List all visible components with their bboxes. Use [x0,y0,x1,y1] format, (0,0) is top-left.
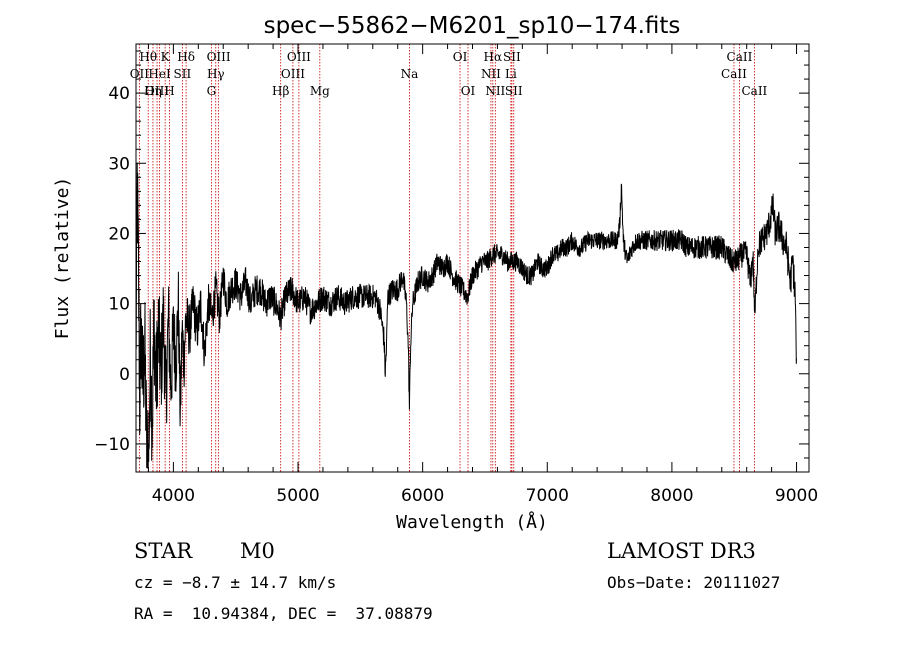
line-label-oiii-5007: OIII [287,50,311,64]
line-label-h-beta: Hβ [272,84,289,98]
line-label-he-i: HeI [148,67,171,81]
y-axis-label: Flux (relative) [52,177,73,340]
y-tick-label: 10 [108,295,130,315]
object-type: STAR [134,539,193,563]
line-label-li: Li [505,67,517,81]
line-label-oi-6364: OI [461,84,476,98]
line-label-oiii-4959: OIII [281,67,305,81]
line-label-caii-8542: CaII [727,50,753,64]
x-tick-label: 6000 [401,486,444,506]
observation-date: Obs−Date: 20111027 [607,573,781,592]
line-label-h-theta: Hθ [139,50,157,64]
coordinates: RA = 10.94384, DEC = 37.08879 [134,604,433,623]
y-tick-label: 0 [119,365,130,385]
x-axis-label: Wavelength (Å) [396,511,548,533]
x-axis-ticks: 4000 5000 6000 7000 8000 9000 [147,44,818,506]
x-tick-label: 5000 [276,486,319,506]
line-label-sii-6716: SII [503,50,521,64]
y-axis-ticks: −10 0 10 20 30 40 [94,50,809,473]
redshift-readout: cz = −8.7 ± 14.7 km/s [134,573,337,592]
line-label-h-alpha: Hα [484,50,503,64]
line-label-oiii-3869: OIII [145,84,169,98]
y-tick-label: 40 [108,84,130,104]
line-label-nii-6548: NII [481,67,501,81]
line-label-h-gamma: Hγ [207,67,225,81]
subclass: M0 [240,539,275,563]
line-label-nii-6583: NII [485,84,505,98]
line-label-caii-8498: CaII [721,67,747,81]
line-label-caii-8662: CaII [741,84,767,98]
line-label-h-eta: Hη [144,84,162,98]
line-label-h: H [164,84,174,98]
x-tick-label: 8000 [650,486,693,506]
line-label-g: G [207,84,217,98]
line-label-na: Na [401,67,419,81]
line-label-sii-6731: SII [505,84,523,98]
spectrum-trace [135,162,797,469]
line-label-oi-6300: OI [453,50,468,64]
plot-frame [135,43,810,473]
line-label-h-delta: Hδ [177,50,195,64]
line-label-mg: Mg [310,84,330,98]
y-tick-label: 30 [108,154,130,174]
chart-title: spec−55862−M6201_sp10−174.fits [264,13,681,39]
spectral-line-labels: OIIHθHηOIIIHeIKHSIIHδGHγOIIIHβOIIIOIIIMg… [130,50,768,98]
survey-name: LAMOST DR3 [607,539,756,563]
x-tick-label: 4000 [152,486,195,506]
line-label-oiii-4363: OIII [207,50,231,64]
x-tick-label: 7000 [526,486,569,506]
y-tick-label: −10 [94,435,130,455]
x-tick-label: 9000 [775,486,818,506]
line-label-oii: OII [130,67,150,81]
line-label-sii-4072: SII [174,67,192,81]
y-tick-label: 20 [108,224,130,244]
line-label-k: K [161,50,171,64]
